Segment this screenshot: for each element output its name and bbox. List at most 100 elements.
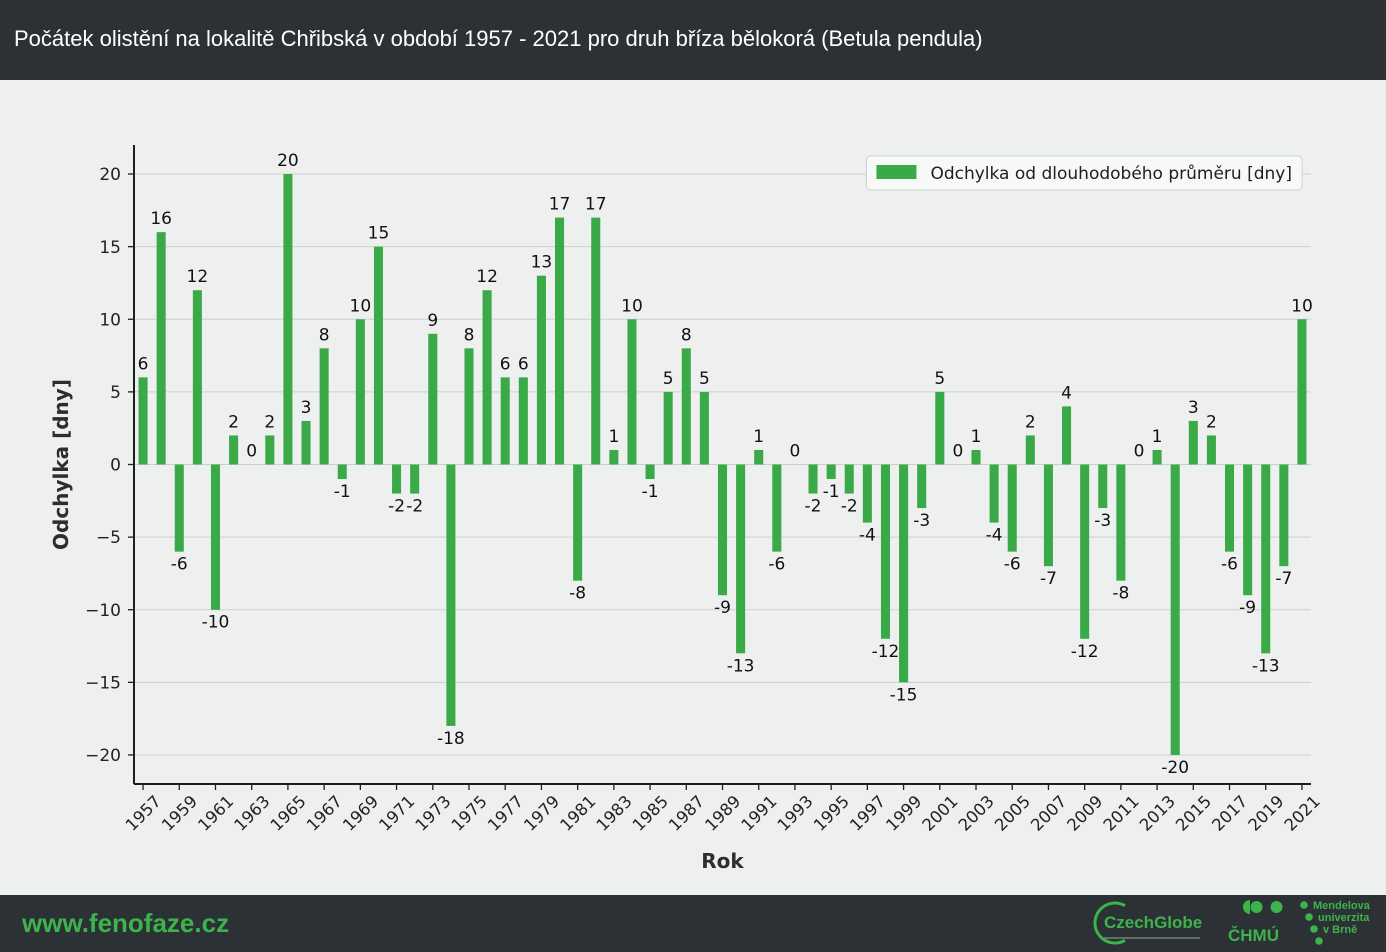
data-label-1958: 16 bbox=[150, 209, 172, 229]
bar-2020 bbox=[1279, 464, 1289, 567]
bar-2004 bbox=[989, 464, 999, 523]
x-tick-label: 1979 bbox=[520, 792, 563, 835]
bar-2016 bbox=[1206, 435, 1216, 465]
data-label-1989: -9 bbox=[714, 598, 731, 618]
bar-1961 bbox=[210, 464, 221, 610]
data-label-1960: 12 bbox=[187, 267, 209, 287]
chmu-wordmark: ČHMÚ bbox=[1228, 926, 1279, 945]
bar-1983 bbox=[609, 449, 619, 465]
x-tick-label: 1989 bbox=[701, 792, 744, 835]
data-label-1987: 8 bbox=[681, 325, 692, 345]
data-label-2013: 1 bbox=[1152, 427, 1163, 447]
bar-1985 bbox=[645, 464, 655, 480]
bar-1982 bbox=[591, 217, 601, 465]
data-label-1996: -2 bbox=[841, 497, 858, 517]
bar-1957 bbox=[138, 377, 148, 465]
bar-2006 bbox=[1025, 435, 1035, 465]
x-tick-label: 1977 bbox=[484, 792, 527, 835]
mendelu-dot-icon bbox=[1305, 913, 1313, 921]
bar-1994 bbox=[808, 464, 818, 494]
bar-1960 bbox=[192, 290, 202, 465]
data-label-2014: -20 bbox=[1161, 758, 1189, 778]
data-label-1967: 8 bbox=[319, 325, 330, 345]
bar-2015 bbox=[1188, 420, 1198, 465]
bar-1981 bbox=[573, 464, 583, 581]
x-tick-label: 2015 bbox=[1172, 792, 1215, 835]
bar-1995 bbox=[826, 464, 836, 480]
data-label-1981: -8 bbox=[569, 584, 586, 604]
bar-2008 bbox=[1062, 406, 1072, 465]
axes: 20151050−5−10−15−20195719591961196319651… bbox=[49, 145, 1324, 873]
x-tick-label: 2001 bbox=[919, 792, 962, 835]
bar-1962 bbox=[229, 435, 239, 465]
x-tick-label: 2019 bbox=[1244, 792, 1287, 835]
x-tick-label: 2005 bbox=[991, 792, 1034, 835]
data-label-1973: 9 bbox=[427, 311, 438, 331]
bar-1973 bbox=[428, 333, 438, 465]
y-axis-title: Odchylka [dny] bbox=[49, 379, 73, 550]
mendelu-line-3: v Brně bbox=[1323, 924, 1357, 936]
data-label-2016: 2 bbox=[1206, 412, 1217, 432]
bar-2005 bbox=[1007, 464, 1017, 552]
bar-1990 bbox=[736, 464, 746, 654]
data-label-1997: -4 bbox=[859, 526, 876, 546]
footer-bar: www.fenofaze.cz CzechGlobe ČHMÚ Mendelov… bbox=[0, 895, 1386, 952]
legend-swatch bbox=[876, 165, 917, 179]
data-label-1986: 5 bbox=[663, 369, 674, 389]
bar-1968 bbox=[337, 464, 347, 480]
y-tick-label: 10 bbox=[99, 310, 121, 330]
data-label-2003: 1 bbox=[971, 427, 982, 447]
data-label-2005: -6 bbox=[1004, 555, 1021, 575]
data-label-2001: 5 bbox=[934, 369, 945, 389]
x-tick-label: 2021 bbox=[1281, 792, 1324, 835]
data-label-2002: 0 bbox=[952, 442, 963, 462]
bar-2010 bbox=[1098, 464, 1108, 509]
data-label-1972: -2 bbox=[406, 497, 423, 517]
data-label-1979: 13 bbox=[531, 253, 553, 273]
x-tick-label: 1981 bbox=[556, 792, 599, 835]
legend-label: Odchylka od dlouhodobého průměru [dny] bbox=[930, 164, 1292, 184]
x-tick-label: 1961 bbox=[194, 792, 237, 835]
bar-2019 bbox=[1261, 464, 1271, 654]
data-label-1970: 15 bbox=[368, 224, 390, 244]
data-label-2018: -9 bbox=[1239, 598, 1256, 618]
bar-1969 bbox=[355, 319, 365, 465]
data-label-1999: -15 bbox=[890, 685, 918, 705]
data-label-1957: 6 bbox=[138, 354, 149, 374]
chart-title: Počátek olistění na lokalitě Chřibská v … bbox=[14, 26, 983, 51]
data-label-1995: -1 bbox=[823, 482, 840, 502]
data-label-2011: -8 bbox=[1112, 584, 1129, 604]
bar-1996 bbox=[844, 464, 854, 494]
chmu-logo: ČHMÚ bbox=[1228, 900, 1283, 945]
bar-2017 bbox=[1224, 464, 1235, 552]
data-label-1971: -2 bbox=[388, 497, 405, 517]
mendelu-dot-icon bbox=[1310, 925, 1318, 933]
x-tick-label: 1995 bbox=[810, 792, 853, 835]
x-tick-label: 2013 bbox=[1136, 792, 1179, 835]
data-label-2017: -6 bbox=[1221, 555, 1238, 575]
data-label-1975: 8 bbox=[464, 325, 475, 345]
x-tick-label: 1957 bbox=[122, 792, 165, 835]
data-label-1962: 2 bbox=[228, 412, 239, 432]
x-tick-label: 1969 bbox=[339, 792, 382, 835]
x-tick-label: 1987 bbox=[665, 792, 708, 835]
data-label-2004: -4 bbox=[986, 526, 1003, 546]
bar-2013 bbox=[1152, 449, 1162, 465]
y-tick-label: 20 bbox=[99, 165, 121, 185]
x-tick-label: 1999 bbox=[882, 792, 925, 835]
data-label-1991: 1 bbox=[753, 427, 764, 447]
y-tick-label: −15 bbox=[85, 673, 121, 693]
data-label-1982: 17 bbox=[585, 195, 607, 215]
data-label-1966: 3 bbox=[301, 398, 312, 418]
data-label-1965: 20 bbox=[277, 151, 299, 171]
website-link[interactable]: www.fenofaze.cz bbox=[22, 908, 230, 938]
x-tick-label: 1967 bbox=[303, 792, 346, 835]
bar-1958 bbox=[156, 232, 166, 465]
czechglobe-wordmark: CzechGlobe bbox=[1104, 913, 1202, 932]
x-tick-label: 1965 bbox=[267, 792, 310, 835]
bar-2009 bbox=[1080, 464, 1090, 639]
data-label-2000: -3 bbox=[913, 511, 930, 531]
data-label-2020: -7 bbox=[1275, 569, 1292, 589]
bar-1987 bbox=[681, 348, 691, 465]
